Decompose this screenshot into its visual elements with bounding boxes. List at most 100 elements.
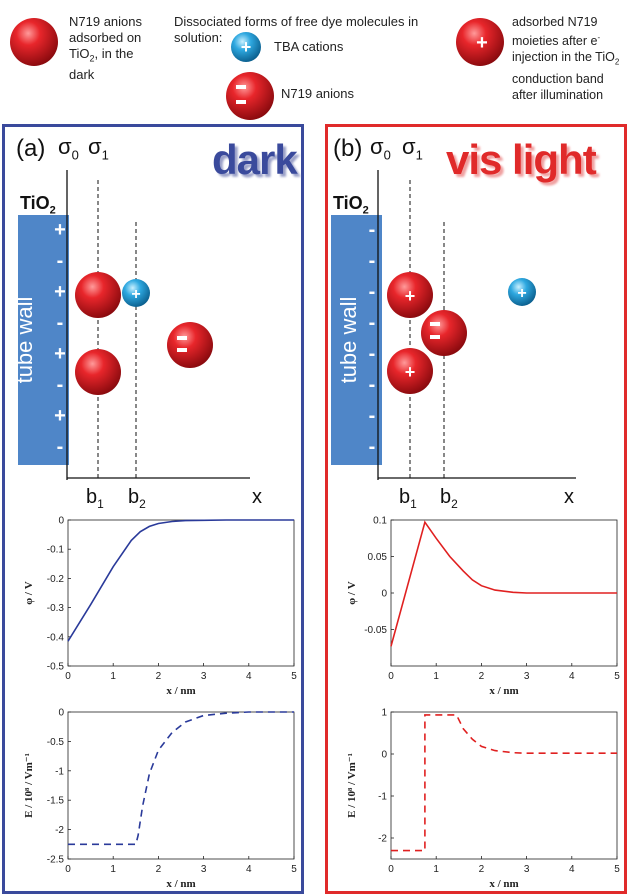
wall-charge-minus: - (57, 374, 64, 396)
y-tick-label: -0.5 (47, 662, 65, 673)
y-tick-label: 1 (381, 708, 387, 719)
panel-a-sigma0: σ0 (58, 134, 79, 163)
panel-a-adsorbed-anion-1 (75, 272, 121, 318)
chart-e-dark: 0 1 2 3 4 5 0 -0.5 -1 -1.5 -2 -2.5 x / nm E / 10⁸ / V… (23, 708, 297, 891)
panel-a-title: dark (212, 136, 298, 183)
x-tick-label: 5 (291, 864, 297, 875)
x-axis-label: x / nm (489, 685, 518, 697)
panel-b-oxidized-moiety-1 (387, 272, 433, 318)
y-tick-label: -1.5 (47, 796, 65, 807)
svg-text:+: + (131, 286, 140, 303)
wall-charge-plus: + (54, 219, 66, 241)
legend-dissociated-title: Dissociated forms of free dye molecules … (174, 14, 419, 45)
panel-b-tio2-label: TiO2 (333, 193, 369, 217)
wall-charge-minus: - (369, 436, 376, 458)
x-tick-label: 1 (433, 671, 439, 682)
chart-phi-dark: 0 1 2 3 4 5 0 -0.1 -0.2 -0.3 -0.4 -0.5 x / nm φ / V (23, 516, 297, 698)
y-tick-label: 0.1 (373, 516, 387, 527)
y-tick-label: 0 (381, 589, 387, 600)
legend-oxidized-plus: + (476, 32, 488, 54)
panel-b-b1-label: b1 (399, 486, 417, 511)
series-line-0 (390, 520, 617, 647)
y-axis-label: E / 10⁸ / Vm⁻¹ (346, 753, 358, 818)
panel-b-x-label: x (564, 486, 574, 508)
x-tick-label: 2 (479, 864, 485, 875)
series-line-0 (391, 714, 617, 852)
wall-charge-minus: - (57, 250, 64, 272)
wall-charge-minus: - (369, 250, 376, 272)
series-line-0 (67, 519, 294, 642)
x-tick-label: 1 (433, 864, 439, 875)
panel-b-schematic: tube wall + + + - - - - - - - - (331, 170, 576, 480)
wall-charge-minus: - (369, 374, 376, 396)
panel-b-letter: (b) (333, 135, 363, 162)
x-axis-label: x / nm (489, 878, 518, 890)
panel-a-tba-cation (122, 279, 150, 307)
y-tick-label: -1 (55, 766, 64, 777)
wall-charge-plus: + (54, 281, 66, 303)
panel-b-wall-label: tube wall (336, 297, 361, 384)
wall-charge-minus: - (57, 436, 64, 458)
x-tick-label: 3 (201, 671, 207, 682)
panel-b-oxidized-moiety-2 (387, 348, 433, 394)
panel-b-title: vis light (446, 136, 597, 183)
legend-tba-label: TBA cations (274, 39, 344, 54)
y-tick-label: -2 (378, 834, 387, 845)
x-tick-label: 0 (65, 671, 71, 682)
panel-a-free-anion (167, 322, 213, 368)
plot-frame (67, 711, 295, 860)
x-tick-label: 4 (569, 864, 575, 875)
x-tick-label: 2 (156, 671, 162, 682)
y-tick-label: -0.3 (47, 603, 65, 614)
panel-b-free-anion (421, 310, 467, 356)
y-tick-label: -0.2 (47, 574, 65, 585)
panel-a-x-label: x (252, 486, 262, 508)
legend-n719-label: N719 anions (281, 86, 354, 101)
y-tick-label: 0 (58, 708, 64, 719)
legend-adsorbed-light-text: adsorbed N719 moieties after e- injectio… (512, 15, 620, 102)
panel-b-tba-cation (508, 278, 536, 306)
y-tick-label: 0.05 (368, 552, 388, 563)
panel-b-frame (325, 124, 627, 894)
y-tick-label: -0.05 (364, 625, 387, 636)
panel-a-frame (2, 124, 304, 894)
panel-a-tio2-label: TiO2 (20, 193, 56, 217)
chart-phi-light: 0 1 2 3 4 5 0.1 0.05 0 -0.05 x / nm φ / V (346, 516, 620, 698)
y-axis-label: E / 10⁸ / Vm⁻¹ (23, 753, 35, 818)
panel-a-tube-wall (18, 215, 69, 465)
panel-b-tube-wall (331, 215, 382, 465)
panel-b-sigma1: σ1 (402, 134, 423, 163)
x-tick-label: 3 (524, 864, 530, 875)
y-tick-label: 0 (58, 516, 64, 527)
x-axis-label: x / nm (166, 685, 195, 697)
y-tick-label: -0.1 (47, 545, 65, 556)
legend-tba-plus: + (241, 37, 252, 57)
x-tick-label: 3 (524, 671, 530, 682)
y-tick-label: -2 (55, 825, 64, 836)
y-tick-label: -0.5 (47, 737, 65, 748)
svg-text:+: + (405, 286, 416, 306)
y-tick-label: 0 (381, 750, 387, 761)
wall-charge-plus: + (54, 343, 66, 365)
y-tick-label: -1 (378, 792, 387, 803)
svg-text:+: + (517, 285, 526, 302)
x-tick-label: 2 (156, 864, 162, 875)
y-tick-label: -0.4 (47, 632, 65, 643)
chart-e-light: 0 1 2 3 4 5 1 0 -1 -2 x / nm E / 10⁸ / Vm⁻¹ (346, 708, 620, 891)
legend-adsorbed-dark-text: N719 anions adsorbed on TiO2, in the dar… (69, 14, 142, 82)
legend-adsorbed-anion-icon (10, 18, 58, 66)
panel-b-sigma0: σ0 (370, 134, 391, 163)
wall-charge-minus: - (369, 281, 376, 303)
legend-tba-cation-icon (231, 32, 261, 62)
x-tick-label: 4 (246, 864, 252, 875)
panel-a-b1-label: b1 (86, 486, 104, 511)
wall-charge-plus: + (54, 405, 66, 427)
panel-a-sigma1: σ1 (88, 134, 109, 163)
y-axis-label: φ / V (23, 581, 35, 604)
x-tick-label: 2 (479, 671, 485, 682)
plot-frame (67, 519, 295, 667)
wall-charge-minus: - (369, 343, 376, 365)
series-line-0 (68, 711, 294, 846)
x-tick-label: 3 (201, 864, 207, 875)
